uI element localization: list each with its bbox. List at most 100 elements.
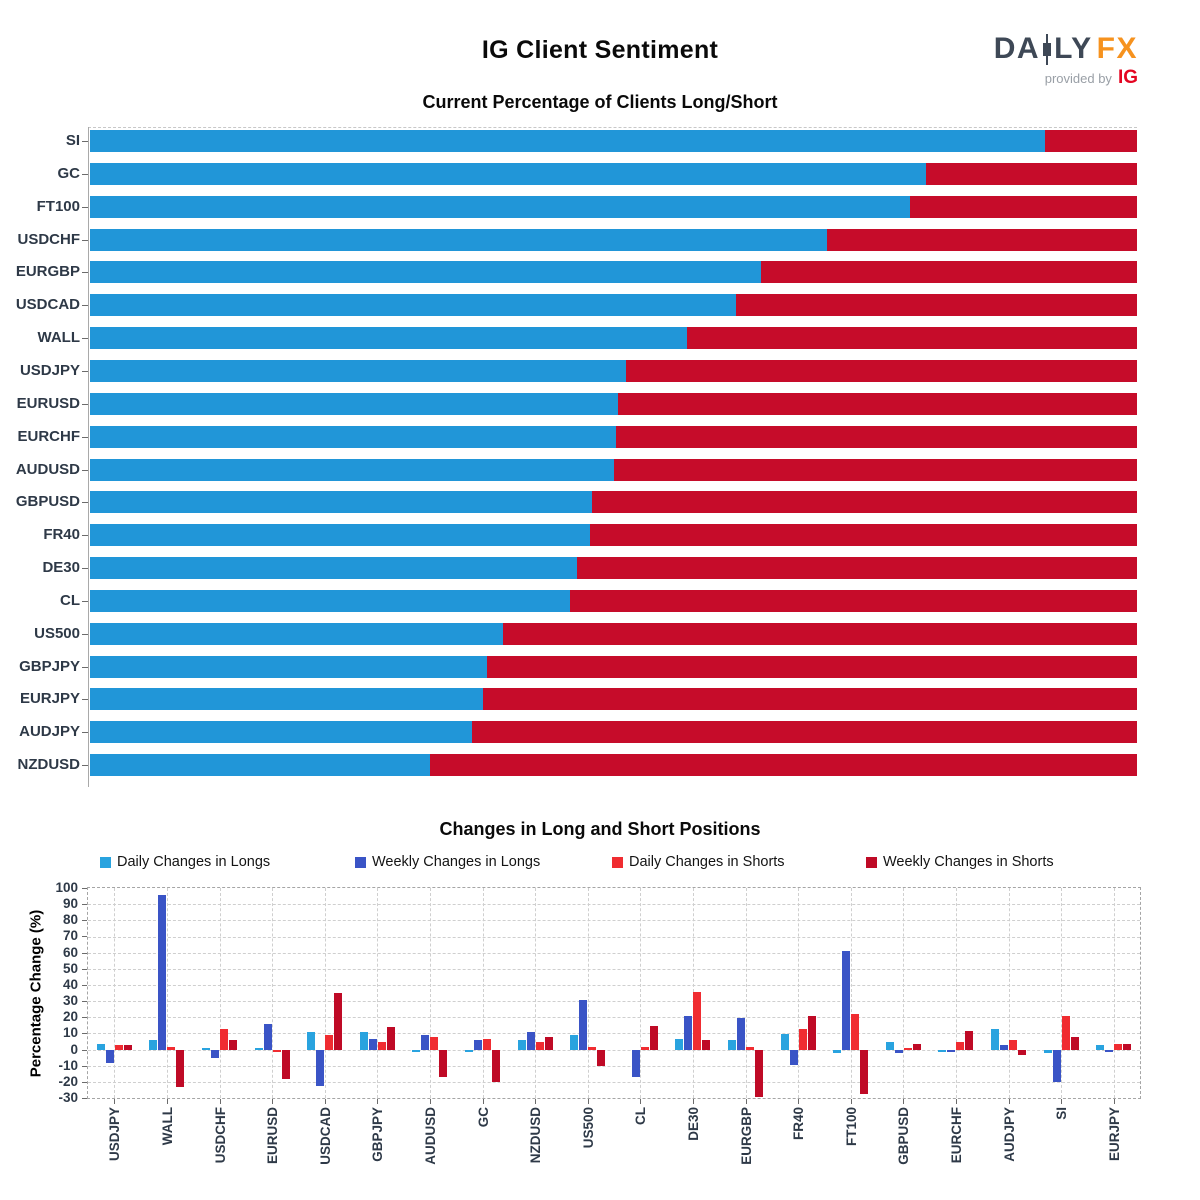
x-category-label: CL: [633, 1107, 649, 1125]
change-bar: [956, 1041, 965, 1050]
y-tick-mark: [82, 207, 88, 208]
brand-accent: FX: [1096, 32, 1138, 65]
change-bar: [649, 1025, 658, 1050]
category-label: USDJPY: [19, 361, 80, 379]
change-bar: [579, 999, 588, 1050]
x-tick-mark: [114, 1099, 115, 1104]
x-tick-mark: [272, 1099, 273, 1104]
x-category-label: FR40: [791, 1107, 807, 1141]
gridline-vertical: [640, 888, 642, 1098]
y-tick-label: -30: [58, 1090, 78, 1105]
change-bar: [307, 1031, 316, 1050]
x-category-label: EURGBP: [738, 1107, 754, 1165]
gridline-vertical: [429, 888, 431, 1098]
x-tick-mark: [903, 1099, 904, 1104]
y-tick-mark: [82, 1098, 87, 1099]
gridline-vertical: [903, 888, 905, 1098]
sentiment-bar-row: [90, 359, 1137, 382]
y-tick-mark: [82, 936, 87, 937]
dailyfx-brand: DA LY FX: [994, 32, 1138, 66]
legend-label: Daily Changes in Shorts: [629, 854, 785, 870]
short-percentage-bar: [1044, 130, 1137, 152]
change-bar: [1096, 1044, 1105, 1050]
change-bar: [483, 1038, 491, 1050]
change-bar: [860, 1049, 869, 1094]
y-tick-label: 70: [62, 928, 78, 944]
page-title: IG Client Sentiment: [481, 36, 719, 64]
change-bar: [386, 1026, 395, 1050]
category-label: CL: [60, 591, 80, 609]
change-bar: [842, 950, 851, 1050]
x-tick-mark: [798, 1099, 799, 1104]
y-tick-mark: [82, 174, 88, 175]
change-bar: [421, 1034, 430, 1050]
brand-suffix: LY: [1054, 32, 1093, 65]
y-tick-mark: [82, 1033, 87, 1034]
short-percentage-bar: [686, 327, 1137, 350]
y-tick-mark: [82, 404, 88, 405]
x-tick-mark: [535, 1099, 536, 1104]
change-bar: [570, 1034, 579, 1050]
short-percentage-bar: [617, 392, 1137, 415]
dailyfx-logo: DA LY FX provided by IG: [994, 32, 1138, 89]
x-category-label: FT100: [843, 1107, 859, 1147]
long-percentage-bar: [90, 688, 483, 711]
x-category-label: USDCAD: [317, 1107, 333, 1165]
x-tick-mark: [167, 1099, 168, 1104]
x-tick-mark: [430, 1099, 431, 1104]
brand-prefix: DA: [993, 32, 1041, 65]
gridline-vertical: [324, 888, 326, 1098]
gridline-vertical: [272, 888, 274, 1098]
change-bar: [325, 1034, 334, 1050]
x-tick-mark: [483, 1099, 484, 1104]
change-bar: [359, 1031, 368, 1050]
change-bar: [746, 1046, 754, 1050]
change-bar: [1123, 1043, 1132, 1050]
category-label: WALL: [37, 329, 81, 347]
x-category-label: NZDUSD: [528, 1107, 544, 1164]
change-bar: [281, 1049, 290, 1079]
y-tick-label: -10: [58, 1057, 78, 1073]
y-tick-mark: [82, 272, 88, 273]
y-tick-label: 10: [62, 1025, 78, 1041]
change-bar: [263, 1023, 272, 1050]
gridline-horizontal: [88, 1049, 1140, 1051]
x-tick-mark: [588, 1099, 589, 1104]
change-bar: [597, 1049, 606, 1066]
sentiment-bar-row: [90, 327, 1137, 350]
change-bar: [334, 992, 343, 1050]
long-percentage-bar: [90, 294, 736, 317]
x-category-label: AUDJPY: [1001, 1107, 1017, 1162]
gridline-horizontal: [88, 952, 1140, 954]
category-label: USDCHF: [17, 230, 81, 248]
gridline-horizontal: [88, 1081, 1140, 1083]
gridline-horizontal: [88, 904, 1140, 906]
x-tick-mark: [640, 1099, 641, 1104]
gridline-horizontal: [88, 920, 1140, 922]
long-percentage-bar: [90, 261, 762, 284]
long-percentage-bar: [90, 589, 570, 612]
change-bar: [229, 1039, 237, 1050]
gridline-vertical: [166, 888, 168, 1098]
change-bar: [544, 1036, 553, 1050]
x-category-label: GBPJPY: [370, 1107, 386, 1162]
change-bar: [588, 1046, 597, 1050]
category-label: GC: [57, 164, 81, 182]
category-label: GBPJPY: [19, 657, 80, 675]
gridline-vertical: [219, 888, 221, 1098]
long-percentage-bar: [90, 622, 503, 645]
category-label: EURCHF: [17, 427, 81, 445]
y-tick-mark: [82, 634, 88, 635]
category-label: EURJPY: [19, 690, 80, 708]
y-tick-mark: [82, 1050, 87, 1051]
change-bar: [737, 1017, 745, 1050]
long-percentage-bar: [90, 491, 592, 514]
change-bar: [702, 1039, 711, 1050]
x-category-label: EURCHF: [948, 1107, 964, 1164]
gridline-vertical: [1113, 888, 1115, 1098]
change-bar: [535, 1041, 544, 1050]
change-bar: [1061, 1015, 1070, 1050]
gridline-horizontal: [88, 1017, 1140, 1019]
short-percentage-bar: [590, 524, 1137, 547]
change-bar: [96, 1043, 105, 1050]
